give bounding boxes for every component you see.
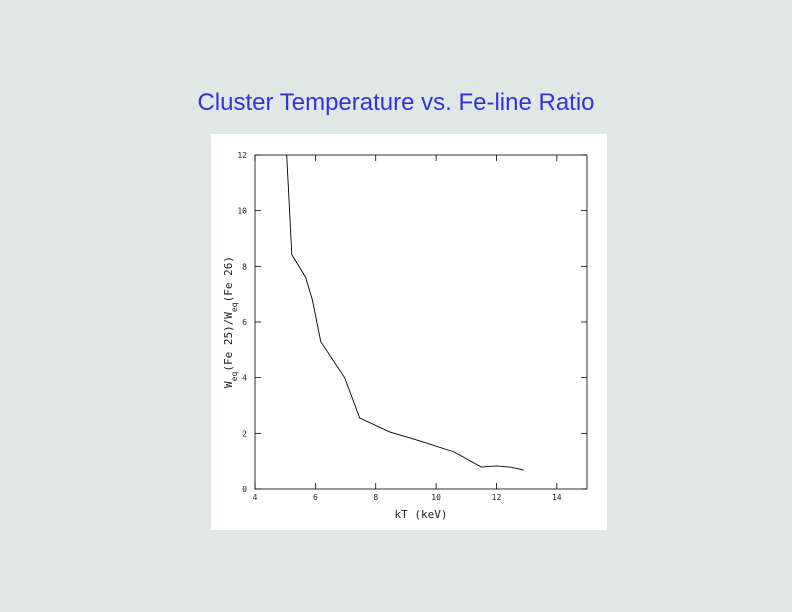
x-tick-label: 12	[492, 493, 502, 502]
y-axis-label-part: W	[222, 381, 235, 388]
y-axis-label: Weq(Fe 25)/Weq(Fe 26)	[222, 256, 239, 388]
x-axis-label: kT (keV)	[395, 508, 448, 521]
y-tick-label: 2	[242, 429, 247, 438]
slide-title: Cluster Temperature vs. Fe-line Ratio	[197, 89, 594, 116]
x-tick-label: 14	[552, 493, 562, 502]
y-tick-label: 12	[237, 151, 247, 160]
x-tick-label: 4	[253, 493, 258, 502]
y-tick-label: 4	[242, 374, 247, 383]
y-tick-label: 8	[242, 262, 247, 271]
y-axis-label-part: eq	[230, 302, 239, 312]
x-tick-label: 6	[313, 493, 318, 502]
chart-panel	[211, 134, 607, 530]
y-tick-label: 10	[237, 207, 247, 216]
x-tick-label: 8	[373, 493, 378, 502]
y-axis-label-part: (Fe 26)	[222, 256, 235, 302]
y-axis-label-part: eq	[230, 371, 239, 381]
data-line	[286, 154, 524, 471]
y-axis-label-part: (Fe 25)/W	[222, 312, 235, 372]
y-tick-label: 0	[242, 485, 247, 494]
y-tick-label: 6	[242, 318, 247, 327]
x-tick-label: 10	[431, 493, 441, 502]
